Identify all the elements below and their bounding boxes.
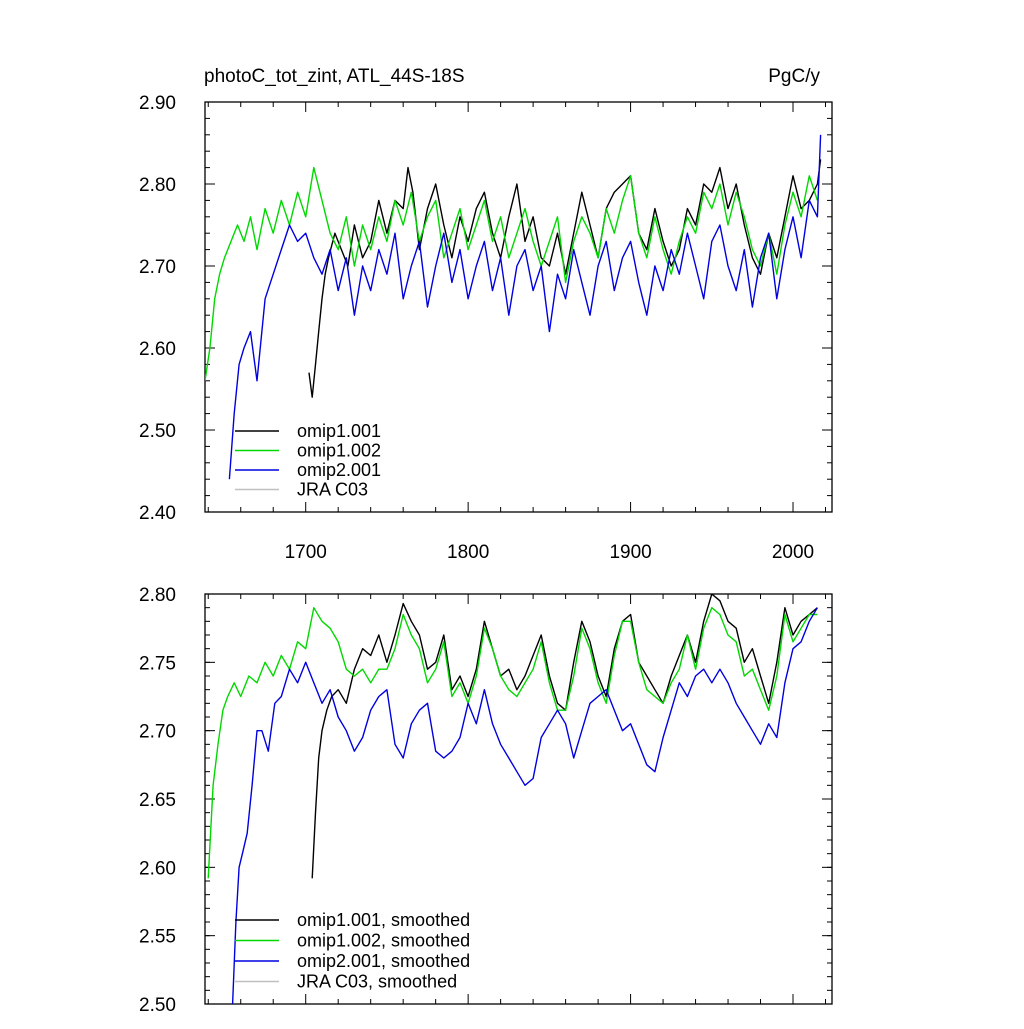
y-tick-label: 2.50 xyxy=(139,995,176,1016)
y-tick-label: 2.90 xyxy=(139,93,176,114)
panel-top: 1700 1800 1900 2000 2.40 2.50 2.60 2.70 2.80 2.90… xyxy=(139,93,832,563)
units-label: PgC/y xyxy=(768,66,820,87)
panel-top-frame xyxy=(204,101,833,513)
y-tick-label: 2.80 xyxy=(139,585,176,606)
y-tick-label: 2.70 xyxy=(139,722,176,743)
y-tick-label: 2.65 xyxy=(139,790,176,811)
x-tick-label: 1700 xyxy=(285,542,327,563)
series-line xyxy=(207,607,818,879)
series-line xyxy=(308,159,822,398)
y-tick-label: 2.60 xyxy=(139,858,176,879)
legend-label: omip1.002, smoothed xyxy=(297,931,470,951)
legend-label: omip1.001, smoothed xyxy=(297,910,470,930)
y-tick-label: 2.60 xyxy=(139,339,176,360)
legend-label: omip2.001, smoothed xyxy=(297,951,470,971)
y-tick-label: 2.50 xyxy=(139,421,176,442)
y-tick-label: 2.55 xyxy=(139,927,176,948)
series-line xyxy=(231,607,819,1004)
legend-label: omip1.001 xyxy=(297,421,381,441)
x-tick-label: 1800 xyxy=(447,542,489,563)
chart-title: photoC_tot_zint, ATL_44S-18S xyxy=(204,66,465,87)
y-tick-label: 2.80 xyxy=(139,175,176,196)
legend-label: omip1.002 xyxy=(297,441,381,461)
series-line xyxy=(228,134,822,480)
legend-label: JRA C03 xyxy=(297,480,368,500)
x-tick-label: 2000 xyxy=(772,542,814,563)
legend-label: omip2.001 xyxy=(297,460,381,480)
y-tick-label: 2.75 xyxy=(139,653,176,674)
panel-bottom: 2.50 2.55 2.60 2.65 2.70 2.75 2.80 omip1.001, s… xyxy=(139,585,832,1016)
series-line xyxy=(311,594,818,879)
legend-label: JRA C03, smoothed xyxy=(297,972,457,992)
x-tick-label: 1900 xyxy=(609,542,651,563)
y-tick-label: 2.40 xyxy=(139,503,176,524)
y-tick-label: 2.70 xyxy=(139,257,176,278)
